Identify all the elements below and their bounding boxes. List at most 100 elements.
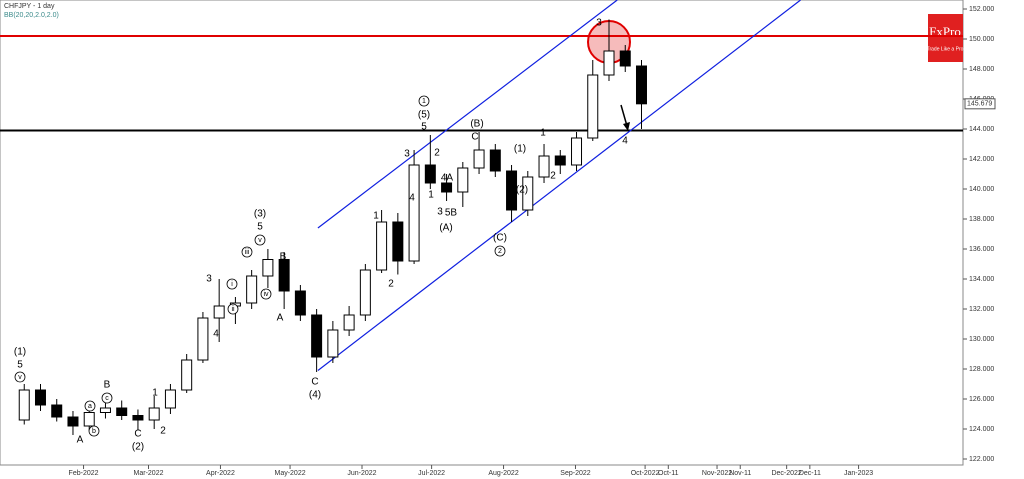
wave-label-circle [227,303,239,315]
candle-body [67,416,79,427]
candle-body [132,415,144,421]
wave-label-circle [260,288,272,300]
wave-label-circle [241,246,253,258]
candle-body [554,155,566,166]
wave-label: 1 [152,388,158,399]
wave-label: (2) [132,442,144,453]
wave-label: C [471,132,478,143]
logo-tagline: Trade Like a Pro [927,46,964,52]
candle-body [164,389,176,409]
wave-label: B [104,380,111,391]
x-tick-label: Jan-2023 [844,470,873,477]
x-tick-label: May-2022 [274,470,305,477]
y-tick-label: 124.000 [969,426,994,433]
candle-body [359,269,371,316]
candle-body [603,50,615,76]
y-tick-label: 130.000 [969,336,994,343]
y-tick-label: 132.000 [969,306,994,313]
x-tick-label: Dec-11 [799,470,821,477]
candle-body [83,412,95,427]
arrow [620,104,628,127]
wave-label: a [88,403,92,410]
wave-label: (A) [439,223,452,234]
x-tick-label: Jun-2022 [347,470,376,477]
candle-body [343,314,355,331]
wave-label: (B) [470,119,483,130]
wave-label: 2 [550,171,556,182]
candle-body [571,137,583,166]
wave-label: 4 [409,193,415,204]
candle-body [473,149,485,169]
candle-body [327,329,339,358]
wave-label: (2) [516,185,528,196]
candle-body [538,155,550,178]
candle-body [424,164,436,184]
wave-label: (3) [254,209,266,220]
wave-label: 5B [445,208,458,219]
wave-label: 1 [422,98,426,105]
wave-label-circle [418,95,430,107]
wave-label: (1) [14,347,26,358]
y-tick-label: 136.000 [969,246,994,253]
x-tick-label: Mar-2022 [134,470,164,477]
y-tick-label: 122.000 [969,456,994,463]
wave-label: (5) [418,110,430,121]
y-tick-label: 148.000 [969,66,994,73]
wave-label: iv [263,291,269,298]
y-tick-label: 150.000 [969,36,994,43]
y-tick-label: 142.000 [969,156,994,163]
candle-body [635,65,647,105]
plot-frame [0,0,964,466]
wave-label: 2 [498,248,502,255]
candle-body [99,407,111,413]
x-tick-label: Oct-11 [658,470,679,477]
y-tick-label: 134.000 [969,276,994,283]
wave-label: C [311,377,318,388]
trend-line [317,0,801,371]
wave-label: c [105,395,109,402]
candle-body [294,290,306,316]
candle-body [262,259,274,277]
candle-body [522,176,534,211]
wave-label-circle [494,245,506,257]
candle-body [34,389,46,406]
x-tick-label: Nov-11 [729,470,751,477]
y-tick-label: 140.000 [969,186,994,193]
candle-body [197,317,209,361]
wave-label: 5 [257,222,263,233]
wave-label: v [18,374,22,381]
wave-label: 4 [622,136,628,147]
candle-body [489,149,501,172]
x-tick-label: Sep-2022 [560,470,590,477]
wave-label: 3 [596,18,602,29]
candle-body [213,305,225,319]
last-price-label: 145.679 [967,101,992,108]
y-tick-label: 126.000 [969,396,994,403]
arrow-head [623,122,630,131]
wave-label: 4A [441,173,454,184]
candle-body [311,314,323,358]
wave-label: 3 [437,207,443,218]
wave-label: 1 [373,211,379,222]
candle-body [18,389,30,421]
wave-label-circle [101,392,113,404]
candle-body [587,74,599,139]
logo-box [928,14,963,62]
wave-label: A [77,435,84,446]
candle-body [148,407,160,421]
candle-body [278,259,290,292]
wave-label: ii [231,306,235,313]
wave-label: 3 [404,149,410,160]
y-tick-label: 128.000 [969,366,994,373]
x-tick-label: Aug-2022 [488,470,518,477]
candle-body [376,221,388,271]
wave-label: A [277,313,284,324]
wave-label: iii [245,249,250,256]
wave-label: (1) [514,144,526,155]
x-tick-label: Jul-2022 [418,470,445,477]
wave-label: (C) [493,233,507,244]
wave-label: 5 [17,360,23,371]
chart-subtitle: BB(20,20,2.0,2.0) [4,12,59,19]
y-tick-label: 144.000 [969,126,994,133]
candle-body [51,404,63,418]
